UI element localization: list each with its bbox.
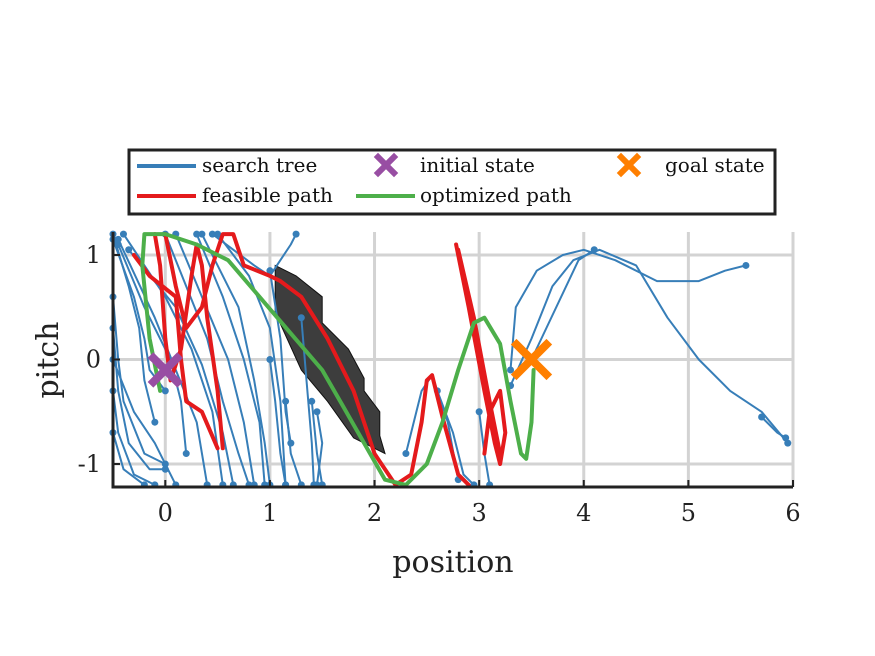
search-tree-node-18-0: [282, 397, 290, 405]
search-tree-branch-22: [268, 359, 287, 486]
search-tree-node-19-0: [297, 314, 305, 322]
legend-box: [127, 148, 777, 216]
search-tree-node-26-1: [742, 261, 750, 269]
search-tree-node-5-0: [125, 246, 133, 254]
y-tick-label-2: 1: [86, 241, 101, 269]
search-tree-branch-26: [509, 248, 747, 371]
search-tree-branch-20: [310, 401, 324, 486]
goal-state-marker-stroke-b: [510, 338, 553, 381]
legend-label-goal-state: goal state: [665, 153, 765, 177]
search-tree-node-16-1: [292, 230, 300, 238]
search-tree-node-13-0: [193, 230, 201, 238]
legend: search tree initial state goal state fea…: [127, 148, 777, 216]
y-tick-label-0: -1: [78, 450, 101, 478]
search-tree-branch-6: [112, 296, 166, 465]
search-tree-node-4-0: [119, 230, 127, 238]
search-tree-node-20-0: [308, 397, 316, 405]
x-tick-label-6: 6: [785, 499, 800, 527]
x-tick-label-3: 3: [472, 499, 487, 527]
legend-label-search-tree: search tree: [202, 153, 317, 177]
search-tree-node-2-1: [182, 450, 190, 458]
search-tree-branch-15: [216, 233, 287, 485]
x-tick-label-5: 5: [681, 499, 696, 527]
search-tree-branch-18: [284, 401, 303, 486]
legend-label-feasible-path: feasible path: [202, 183, 333, 207]
search-tree-node-1-1: [151, 418, 159, 426]
feasible-path-segment-0: [152, 232, 225, 451]
search-tree-node-28-1: [590, 246, 598, 254]
feasible-path-segment-4: [456, 247, 503, 456]
optimized-path-segment-0: [140, 232, 536, 487]
x-tick-label-1: 1: [262, 499, 277, 527]
search-tree-branch-1: [112, 233, 156, 423]
x-tick-label-0: 0: [158, 499, 173, 527]
search-tree-node-23-0: [402, 450, 410, 458]
y-tick-label-1: 0: [86, 346, 101, 374]
search-tree-node-14-0: [198, 230, 206, 238]
search-tree-branch-14: [201, 233, 271, 486]
legend-swatch-goal-state: [616, 152, 642, 178]
search-tree-branch-8: [112, 390, 156, 486]
search-tree-branch-13: [195, 233, 266, 485]
legend-swatch-initial-state: [373, 152, 399, 178]
search-tree-node-16-0: [208, 230, 216, 238]
search-tree-branch-28: [530, 248, 595, 360]
search-tree-node-29-1: [782, 434, 790, 442]
feasible-path-segment-3: [454, 242, 508, 466]
legend-label-initial-state: initial state: [420, 153, 535, 177]
initial-state-marker: [147, 352, 183, 388]
search-tree-branch-10: [112, 359, 177, 486]
search-tree-node-25-0: [475, 408, 483, 416]
state-marker-layer: [147, 338, 553, 388]
y-axis-label: pitch: [31, 322, 66, 399]
goal-state-marker: [510, 338, 553, 381]
search-tree-node-0-1: [161, 387, 169, 395]
feasible-path-layer: [131, 232, 508, 487]
feasible-path-segment-1: [163, 232, 471, 487]
search-tree-branch-9: [112, 432, 146, 486]
search-tree-node-21-0: [313, 408, 321, 416]
x-tick-label-2: 2: [367, 499, 382, 527]
tick-label-layer: 0 1 2 3 4 5 6 -1 0 1: [78, 241, 801, 527]
x-tick-label-4: 4: [576, 499, 591, 527]
search-tree-node-29-0: [758, 413, 766, 421]
initial-state-marker-stroke-b: [147, 352, 183, 388]
optimized-path-layer: [140, 232, 536, 487]
search-tree-node-3-0: [114, 235, 122, 243]
x-axis-label: position: [392, 545, 513, 580]
search-tree-branch-21: [316, 411, 324, 486]
search-tree-branch-27: [509, 248, 789, 444]
search-tree-node-26-0: [507, 366, 515, 374]
search-tree-node-17-0: [266, 267, 274, 275]
search-tree-node-22-0: [266, 356, 274, 363]
legend-label-optimized-path: optimized path: [420, 183, 572, 207]
